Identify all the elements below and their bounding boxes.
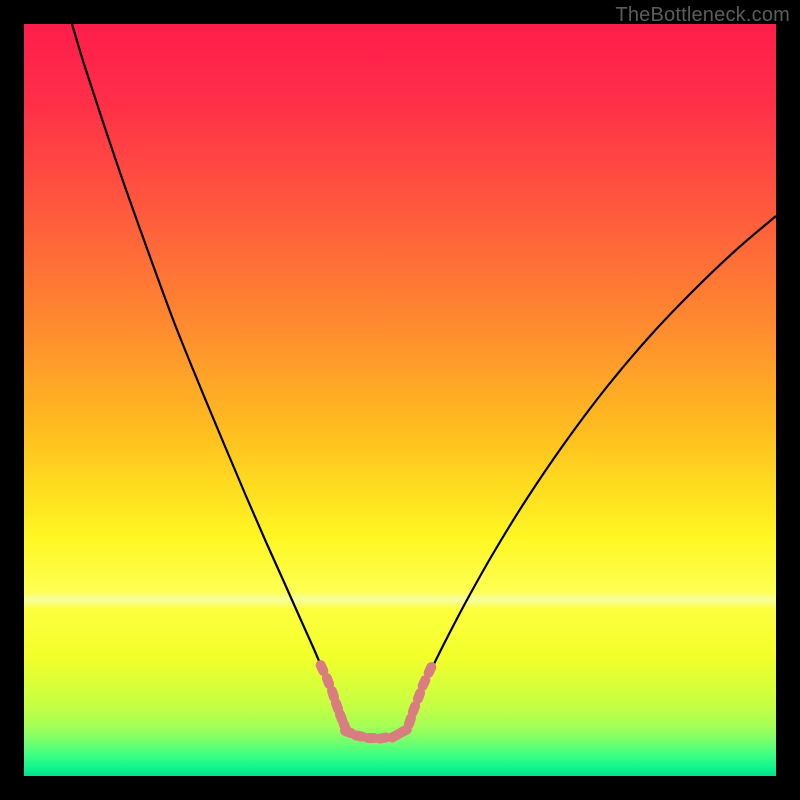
plot-area xyxy=(24,24,776,776)
watermark-label: TheBottleneck.com xyxy=(615,4,790,27)
plot-svg xyxy=(24,24,776,776)
chart-frame: TheBottleneck.com xyxy=(0,0,800,800)
gradient-background xyxy=(24,24,776,776)
